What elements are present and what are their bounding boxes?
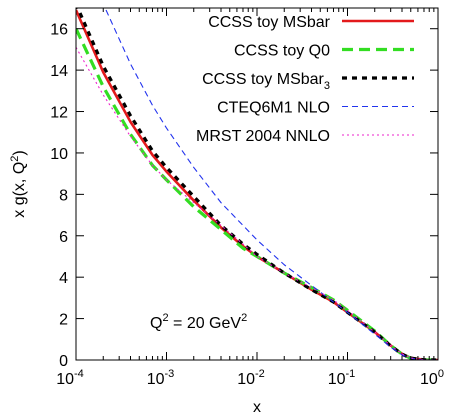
series-line-5 xyxy=(76,47,438,360)
curves xyxy=(76,8,438,360)
legend-label-4: CTEQ6M1 NLO xyxy=(217,100,330,117)
x-axis: 10-4 10-3 10-2 10-1 100 xyxy=(56,8,444,388)
x-axis-label: x xyxy=(253,399,261,414)
series-line-1 xyxy=(76,9,438,360)
y-tick-label: 0 xyxy=(59,353,68,370)
legend-label-3: CCSS toy MSbar3 xyxy=(202,71,330,92)
y-tick-label: 4 xyxy=(59,270,68,287)
x-tick-label: 10-4 xyxy=(56,368,84,388)
plot-frame xyxy=(75,7,439,361)
y-axis-label: x g(x, Q2) xyxy=(9,150,28,217)
y-axis: 0 2 4 6 8 10 12 14 16 xyxy=(50,22,438,370)
q2-annotation: Q2 = 20 GeV2 xyxy=(150,312,247,332)
legend-label-2: CCSS toy Q0 xyxy=(234,43,330,60)
series-line-4 xyxy=(104,8,438,360)
y-tick-label: 14 xyxy=(50,63,68,80)
x-tick-label: 10-1 xyxy=(328,368,356,388)
legend-label-1: CCSS toy MSbar xyxy=(208,14,330,31)
y-tick-label: 12 xyxy=(50,105,68,122)
y-tick-label: 6 xyxy=(59,229,68,246)
y-tick-label: 2 xyxy=(59,312,68,329)
x-tick-label: 10-3 xyxy=(147,368,175,388)
y-tick-label: 8 xyxy=(59,187,68,204)
x-tick-label: 10-2 xyxy=(237,368,265,388)
y-tick-label: 16 xyxy=(50,22,68,39)
legend: CCSS toy MSbar CCSS toy Q0 CCSS toy MSbar3… xyxy=(196,14,414,145)
y-tick-label: 10 xyxy=(50,146,68,163)
x-tick-label: 100 xyxy=(420,368,444,388)
legend-label-5: MRST 2004 NNLO xyxy=(196,128,330,145)
